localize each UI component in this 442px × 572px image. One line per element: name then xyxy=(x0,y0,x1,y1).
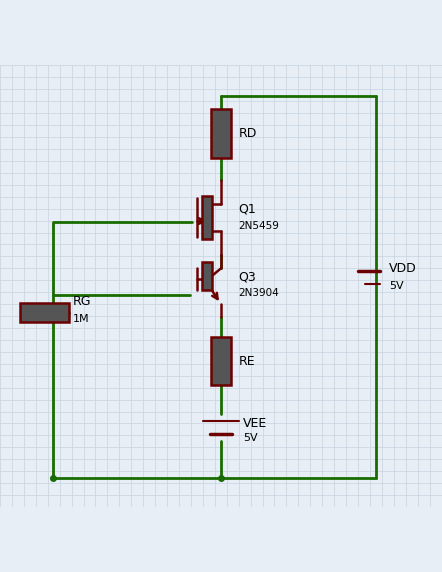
FancyBboxPatch shape xyxy=(202,196,212,239)
FancyBboxPatch shape xyxy=(20,303,69,322)
FancyBboxPatch shape xyxy=(211,109,231,158)
FancyBboxPatch shape xyxy=(202,262,212,289)
Text: VEE: VEE xyxy=(243,416,267,430)
FancyBboxPatch shape xyxy=(211,337,231,386)
Text: RD: RD xyxy=(239,127,257,140)
Text: 1M: 1M xyxy=(73,313,90,324)
Text: 5V: 5V xyxy=(389,281,404,291)
Text: 2N5459: 2N5459 xyxy=(239,221,279,231)
Text: 2N3904: 2N3904 xyxy=(239,288,279,297)
Text: 5V: 5V xyxy=(243,434,258,443)
Text: Q3: Q3 xyxy=(239,271,256,284)
Text: RE: RE xyxy=(239,355,255,368)
Text: Q1: Q1 xyxy=(239,202,256,215)
Text: RG: RG xyxy=(73,295,91,308)
Text: VDD: VDD xyxy=(389,262,417,275)
